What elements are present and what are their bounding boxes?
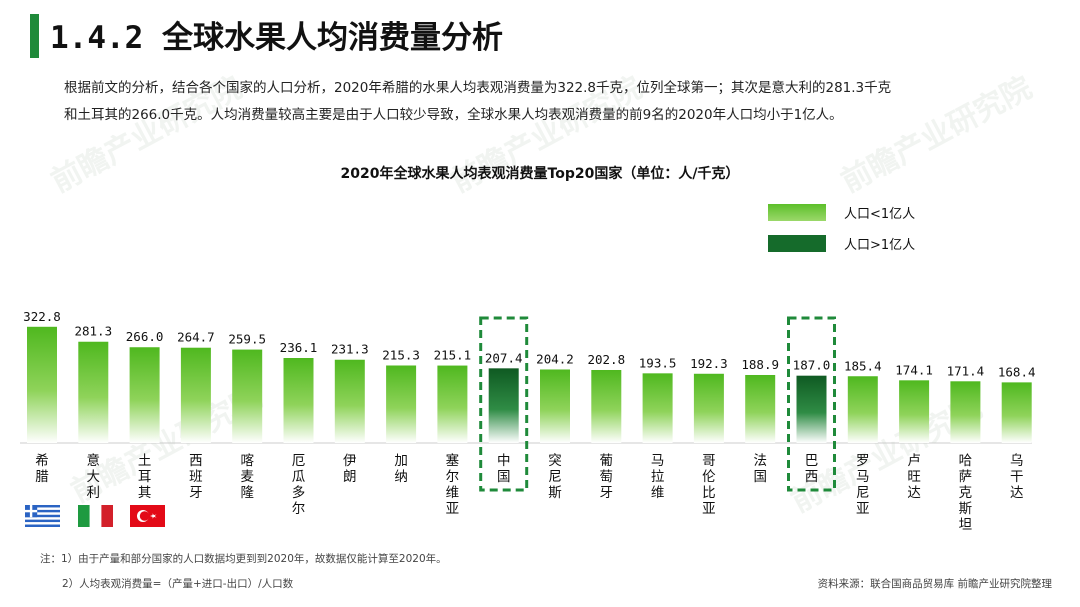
legend-label-small: 人口<1亿人 [844,206,916,222]
turkey-flag-icon [130,505,165,527]
category-label: 葡萄牙 [600,453,614,501]
italy-flag-icon [78,505,113,527]
bar [283,358,314,443]
bar [129,347,160,443]
footnote-1: 注：1）由于产量和部分国家的人口数据均更到到2020年，故数据仅能计算至2020… [40,553,447,565]
legend-swatch-small [768,203,826,221]
bar [334,359,365,443]
category-label: 乌干达 [1010,453,1024,501]
data-label: 231.3 [331,342,369,357]
data-label: 215.1 [434,348,472,363]
legend-swatch-large [768,234,826,252]
category-label: 希腊 [35,453,49,485]
data-label: 266.0 [126,329,164,344]
bar [899,380,930,443]
data-label: 171.4 [947,363,985,378]
data-label: 192.3 [690,356,728,371]
data-label: 193.5 [639,355,677,370]
category-label: 西班牙 [189,453,203,501]
category-label: 哈萨克斯坦 [959,453,973,533]
intro-line-2: 和土耳其的266.0千克。人均消费量较高主要是由于人口较少导致，全球水果人均表观… [64,107,843,123]
category-label: 巴西 [805,453,819,485]
bar [745,374,776,443]
bar [950,381,981,443]
data-label: 264.7 [177,330,215,345]
legend-label-large: 人口>1亿人 [844,237,916,253]
data-label: 202.8 [587,352,625,367]
bar [27,326,57,443]
highlight-box [479,316,529,492]
category-label: 中国 [497,453,511,485]
data-label: 185.4 [844,358,882,373]
bar [437,365,468,443]
data-label: 281.3 [74,324,112,339]
data-label: 322.8 [23,309,61,324]
bar [796,375,827,443]
chart-title: 2020年全球水果人均表观消费量Top20国家（单位：人/千克） [340,166,740,182]
bar [591,369,622,443]
category-label: 厄瓜多尔 [292,453,306,517]
source-note: 资料来源：联合国商品贸易库 前瞻产业研究院整理 [817,578,1052,590]
category-label: 喀麦隆 [240,453,254,501]
intro-line-1: 根据前文的分析，结合各个国家的人口分析，2020年希腊的水果人均表观消费量为32… [64,80,892,96]
bar [78,341,109,443]
bar [1001,382,1032,443]
footnote-2: 2）人均表观消费量=（产量+进口-出口）/人口数 [62,578,294,590]
bar [488,368,519,443]
data-label: 215.3 [382,347,420,362]
category-label: 加纳 [394,453,408,485]
category-label: 塞尔维亚 [446,452,460,517]
data-label: 174.1 [895,362,933,377]
category-label: 罗马尼亚 [856,453,870,517]
category-label: 土耳其 [138,453,152,501]
bar [642,373,673,443]
data-label: 259.5 [228,332,266,347]
category-label: 意大利 [87,452,101,501]
category-label: 法国 [753,453,767,485]
title-accent-bar [30,14,39,58]
category-label: 马拉维 [651,453,665,501]
page-title: 1.4.2 全球水果人均消费量分析 [50,20,503,56]
highlight-box [787,316,836,492]
bar [693,373,724,443]
data-label: 207.4 [485,350,523,365]
data-label: 236.1 [280,340,318,355]
legend-item-small: 人口<1亿人 [768,202,915,222]
category-label: 伊朗 [343,453,357,485]
greece-flag-icon [25,505,60,527]
category-label: 卢旺达 [907,453,921,501]
data-label: 187.0 [793,358,831,373]
category-label: 突尼斯 [548,453,562,501]
legend-item-large: 人口>1亿人 [768,233,915,253]
bar [180,347,211,443]
bar [847,376,878,443]
bar [540,369,570,443]
data-label: 188.9 [741,357,779,372]
data-label: 168.4 [998,364,1036,379]
bar [232,349,263,443]
bar [386,365,417,443]
data-label: 204.2 [536,351,574,366]
category-label: 哥伦比亚 [702,453,716,517]
